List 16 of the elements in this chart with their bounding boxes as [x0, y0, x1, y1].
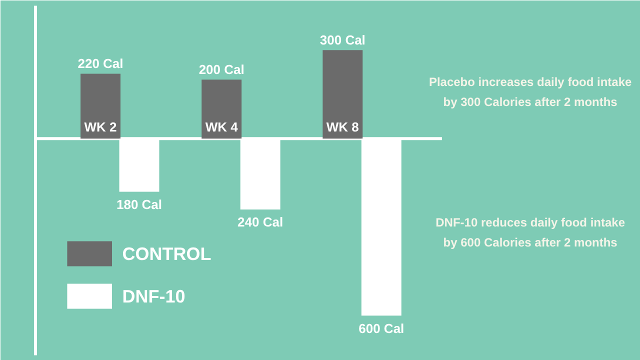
annotation: DNF-10 reduces daily food intake by 600 Calories after 2 months — [436, 216, 626, 250]
bar — [322, 50, 363, 139]
annotation: 180 Cal — [116, 197, 162, 212]
x-tick-label: WK 2 — [84, 120, 117, 135]
text: 600 Cal — [358, 320, 404, 336]
x-tick-label: WK 4 — [205, 120, 239, 135]
x-tick-label: WK 8 — [326, 120, 359, 135]
annotation: 240 Cal — [238, 214, 284, 230]
bar — [202, 80, 242, 139]
data-label: 300 Cal — [320, 32, 366, 48]
annotation: Placebo increases daily food intake by 300 Calories after 2 months — [428, 75, 632, 109]
legend-label: DNF-10 — [122, 286, 186, 306]
data-label: 200 Cal — [198, 62, 244, 77]
data-label: 220 Cal — [78, 56, 124, 72]
bar — [80, 74, 120, 139]
legend-label: CONTROL — [122, 244, 212, 264]
